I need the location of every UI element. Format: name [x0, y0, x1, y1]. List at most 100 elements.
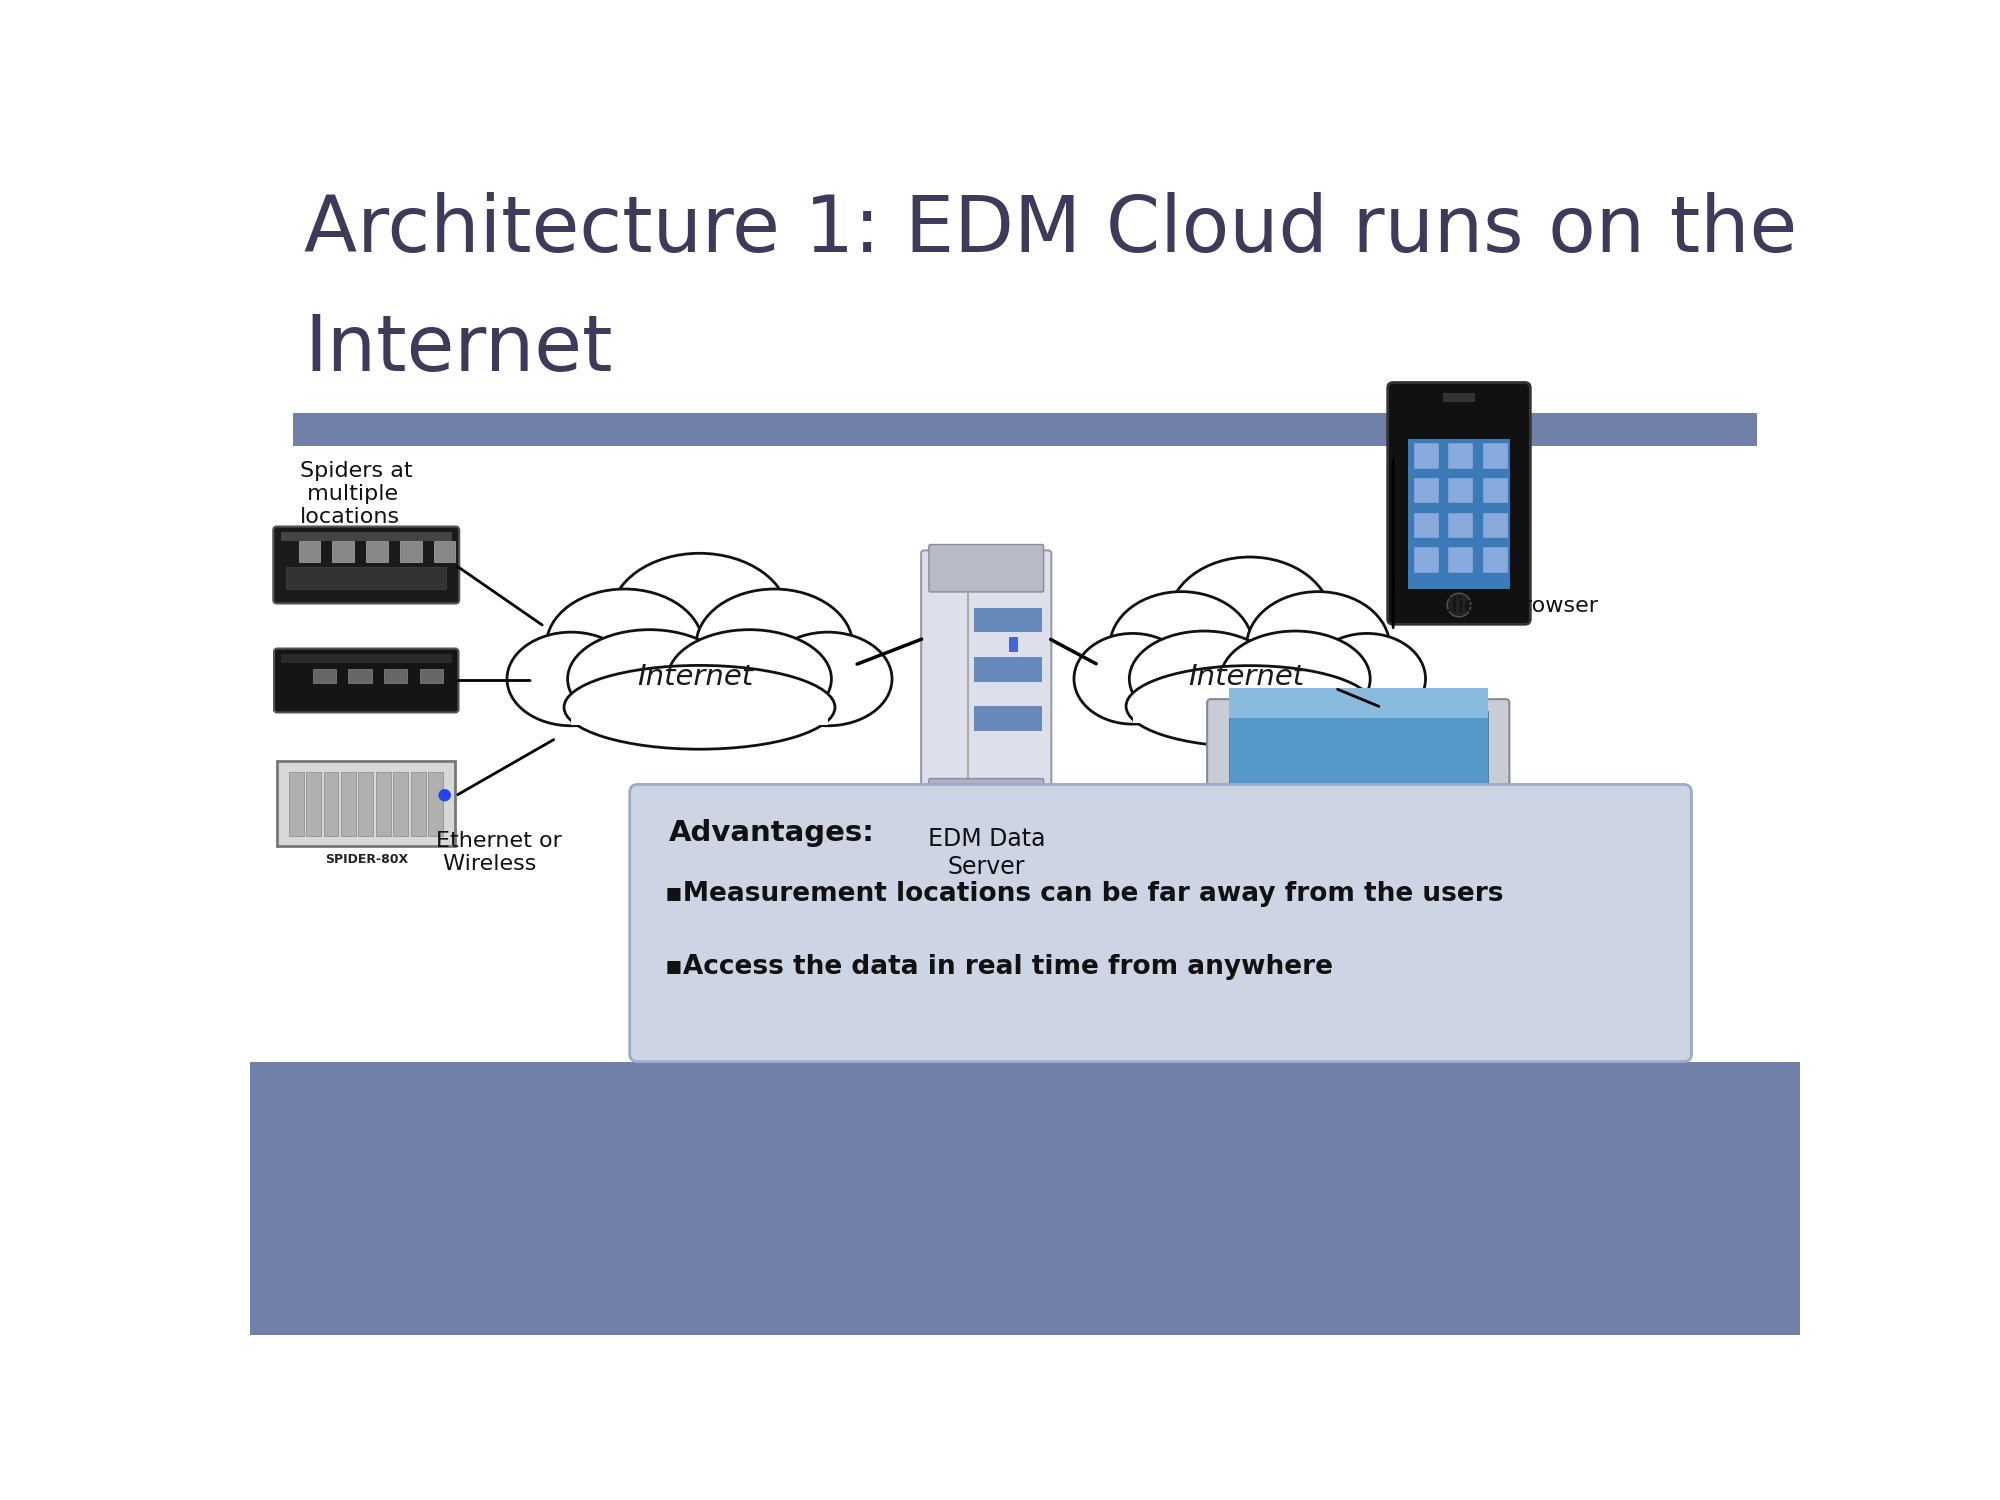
- Bar: [1448, 478, 1474, 504]
- Bar: [1448, 444, 1474, 468]
- Text: Spiders at
 multiple
locations: Spiders at multiple locations: [300, 460, 414, 528]
- Bar: [298, 540, 320, 561]
- FancyBboxPatch shape: [922, 550, 1052, 802]
- Bar: [1314, 825, 1402, 837]
- Bar: [1312, 800, 1330, 807]
- Circle shape: [438, 789, 450, 801]
- Text: Ethernet or
 Wireless: Ethernet or Wireless: [436, 831, 562, 874]
- Ellipse shape: [610, 554, 788, 681]
- Bar: [376, 771, 390, 836]
- Bar: [250, 1062, 1800, 1335]
- Bar: [280, 532, 452, 540]
- Bar: [1382, 818, 1400, 824]
- FancyBboxPatch shape: [1200, 796, 1516, 838]
- Bar: [1414, 513, 1440, 538]
- Text: Internet: Internet: [1188, 663, 1304, 690]
- FancyBboxPatch shape: [1208, 699, 1510, 808]
- Bar: [1312, 825, 1330, 831]
- Bar: [1414, 444, 1440, 468]
- Bar: [420, 669, 442, 684]
- Bar: [358, 771, 374, 836]
- FancyBboxPatch shape: [278, 762, 456, 846]
- Bar: [974, 706, 1042, 730]
- FancyBboxPatch shape: [928, 544, 1044, 592]
- Text: Client Browser: Client Browser: [1436, 596, 1598, 616]
- Bar: [1216, 808, 1236, 814]
- FancyBboxPatch shape: [274, 526, 460, 603]
- Bar: [340, 771, 356, 836]
- Bar: [1482, 444, 1508, 468]
- Bar: [1414, 548, 1440, 573]
- Bar: [1240, 825, 1260, 831]
- Bar: [1382, 808, 1400, 814]
- Bar: [1448, 513, 1474, 538]
- Bar: [286, 567, 446, 590]
- Bar: [1406, 818, 1424, 824]
- Bar: [1428, 825, 1448, 831]
- Text: Advantages:: Advantages:: [668, 819, 874, 848]
- Text: Architecture 1: EDM Cloud runs on the: Architecture 1: EDM Cloud runs on the: [304, 192, 1798, 267]
- Bar: [434, 540, 456, 561]
- Bar: [400, 540, 422, 561]
- Ellipse shape: [1110, 591, 1254, 702]
- Bar: [332, 540, 354, 561]
- Bar: [1476, 818, 1496, 824]
- FancyBboxPatch shape: [274, 648, 458, 712]
- Bar: [280, 654, 452, 663]
- FancyBboxPatch shape: [630, 784, 1692, 1062]
- Bar: [1264, 800, 1284, 807]
- Bar: [312, 669, 336, 684]
- Bar: [1334, 800, 1354, 807]
- Bar: [1334, 825, 1354, 831]
- Bar: [1288, 800, 1306, 807]
- Bar: [1358, 800, 1378, 807]
- Bar: [410, 771, 426, 836]
- Text: Internet: Internet: [304, 310, 612, 387]
- Text: EDM Data
Server: EDM Data Server: [928, 827, 1044, 879]
- Bar: [1452, 825, 1472, 831]
- FancyBboxPatch shape: [1228, 687, 1488, 718]
- Bar: [1382, 800, 1400, 807]
- Bar: [394, 771, 408, 836]
- Bar: [1216, 818, 1236, 824]
- Ellipse shape: [696, 590, 852, 702]
- Bar: [1428, 818, 1448, 824]
- Bar: [1334, 818, 1354, 824]
- Ellipse shape: [1130, 632, 1280, 726]
- Bar: [1358, 808, 1378, 814]
- Bar: [1482, 478, 1508, 504]
- Bar: [1132, 702, 1366, 723]
- Bar: [1240, 808, 1260, 814]
- Bar: [1406, 800, 1424, 807]
- Bar: [1448, 548, 1474, 573]
- Bar: [1288, 808, 1306, 814]
- Ellipse shape: [764, 632, 892, 726]
- Bar: [1264, 818, 1284, 824]
- Bar: [1382, 825, 1400, 831]
- Bar: [1358, 825, 1378, 831]
- Bar: [1216, 800, 1236, 807]
- Bar: [974, 657, 1042, 681]
- Ellipse shape: [568, 630, 732, 728]
- Bar: [1428, 808, 1448, 814]
- Bar: [1288, 825, 1306, 831]
- Bar: [1216, 825, 1236, 831]
- Text: SPIDER-80X: SPIDER-80X: [324, 853, 408, 865]
- Ellipse shape: [1220, 632, 1370, 726]
- Ellipse shape: [1308, 633, 1426, 724]
- Bar: [1406, 825, 1424, 831]
- Bar: [1288, 818, 1306, 824]
- Ellipse shape: [1074, 633, 1192, 724]
- Ellipse shape: [1168, 556, 1332, 681]
- Bar: [1264, 825, 1284, 831]
- Bar: [1482, 513, 1508, 538]
- Bar: [1476, 825, 1496, 831]
- Text: ▪Measurement locations can be far away from the users: ▪Measurement locations can be far away f…: [664, 880, 1504, 906]
- FancyBboxPatch shape: [1388, 382, 1530, 624]
- Ellipse shape: [506, 632, 636, 726]
- Bar: [1240, 800, 1260, 807]
- Bar: [1476, 808, 1496, 814]
- Text: Internet: Internet: [638, 663, 754, 690]
- Ellipse shape: [1246, 591, 1390, 702]
- Bar: [324, 771, 338, 836]
